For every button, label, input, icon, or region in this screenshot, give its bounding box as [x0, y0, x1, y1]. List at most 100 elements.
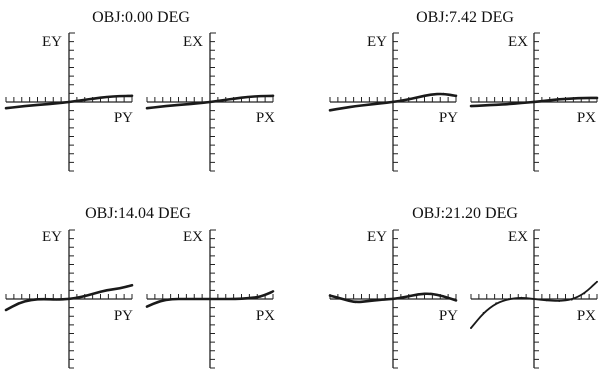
plot-axes-2-1	[145, 229, 275, 369]
y-axis-label: EY	[367, 34, 387, 50]
data-point	[196, 102, 199, 105]
data-point	[105, 289, 108, 291]
data-point	[545, 299, 548, 302]
y-axis-label: EX	[183, 34, 203, 50]
data-point	[354, 301, 357, 304]
data-point	[259, 296, 262, 298]
plot-ey: EY PY	[42, 229, 133, 324]
plot-axes-3-1	[470, 229, 598, 369]
data-point	[55, 298, 58, 301]
data-point	[429, 93, 432, 96]
x-axis-label: PY	[439, 308, 458, 324]
data-point	[379, 298, 382, 301]
data-point	[171, 104, 174, 107]
data-point	[366, 103, 369, 106]
plots-layer	[4, 32, 599, 369]
data-point	[455, 299, 457, 302]
field-title: OBJ:0.00 DEG	[92, 9, 190, 26]
data-point	[583, 97, 586, 99]
field-title: OBJ:14.04 DEG	[85, 205, 191, 222]
data-point	[404, 296, 407, 298]
data-point	[392, 101, 394, 103]
data-point	[30, 104, 33, 107]
data-point	[42, 103, 45, 106]
data-point	[80, 99, 83, 102]
data-point	[17, 105, 20, 108]
data-point	[68, 298, 70, 300]
plot-axes-2-0	[4, 229, 134, 369]
data-point	[158, 300, 161, 302]
plot-axes-0-0	[4, 32, 134, 172]
data-point	[5, 309, 7, 311]
data-point	[329, 109, 331, 112]
data-point	[545, 99, 548, 102]
data-point	[482, 311, 485, 314]
data-point	[55, 102, 58, 105]
data-point	[558, 98, 561, 101]
data-point	[146, 305, 148, 308]
data-point	[495, 302, 498, 304]
data-point	[246, 95, 249, 98]
data-point	[68, 101, 70, 103]
data-point	[404, 99, 407, 101]
data-point	[209, 298, 211, 300]
data-point	[131, 94, 133, 97]
x-axis-label: PX	[577, 308, 596, 324]
data-point	[366, 300, 369, 302]
data-point	[183, 298, 186, 300]
data-point	[583, 292, 586, 295]
field-panel-1: OBJ:7.42 DEG EY PY EX PX	[367, 9, 596, 126]
data-point	[417, 96, 420, 99]
data-point	[105, 95, 108, 98]
data-point	[470, 105, 472, 107]
plot-ex: EX PX	[508, 229, 596, 324]
data-point	[442, 295, 445, 298]
data-point	[183, 103, 186, 106]
x-axis-label: PY	[439, 110, 458, 126]
data-point	[329, 294, 331, 297]
data-point	[171, 298, 174, 300]
data-point	[221, 99, 224, 102]
y-axis-label: EX	[508, 34, 528, 50]
y-axis-label: EY	[367, 229, 387, 245]
data-point	[272, 94, 274, 97]
data-point	[80, 296, 83, 298]
data-point	[5, 107, 7, 110]
data-point	[429, 292, 432, 295]
data-point	[558, 300, 561, 302]
data-point	[42, 298, 45, 300]
data-point	[272, 290, 274, 293]
data-point	[30, 298, 33, 301]
plot-ex: EX PX	[183, 229, 275, 324]
plot-axes-1-1	[469, 32, 599, 172]
data-point	[495, 103, 498, 106]
y-axis-label: EX	[183, 229, 203, 245]
data-point	[158, 105, 161, 108]
field-panel-0: OBJ:0.00 DEG EY PY EX PX	[42, 9, 275, 126]
field-panel-3: OBJ:21.20 DEG EY PY EX PX	[367, 205, 596, 324]
plot-ex: EX PX	[183, 34, 275, 126]
data-point	[354, 105, 357, 107]
y-axis-label: EY	[42, 34, 62, 50]
data-point	[118, 95, 121, 97]
data-point	[234, 97, 237, 100]
field-panel-2: OBJ:14.04 DEG EY PY EX PX	[42, 205, 275, 324]
x-axis-label: PX	[577, 110, 596, 126]
data-point	[533, 101, 535, 103]
data-point	[118, 287, 121, 290]
plot-ey: EY PY	[42, 34, 133, 126]
data-point	[417, 293, 420, 296]
plot-ey: EY PY	[367, 229, 458, 324]
plot-ex: EX PX	[508, 34, 596, 126]
data-point	[520, 296, 523, 299]
y-axis-label: EY	[42, 229, 62, 245]
data-point	[93, 97, 96, 100]
data-point	[533, 298, 535, 300]
data-point	[379, 102, 382, 105]
data-point	[455, 94, 457, 97]
data-point	[341, 298, 344, 300]
data-point	[131, 284, 133, 287]
data-point	[442, 92, 445, 95]
data-point	[507, 103, 510, 105]
x-axis-label: PX	[256, 110, 275, 126]
